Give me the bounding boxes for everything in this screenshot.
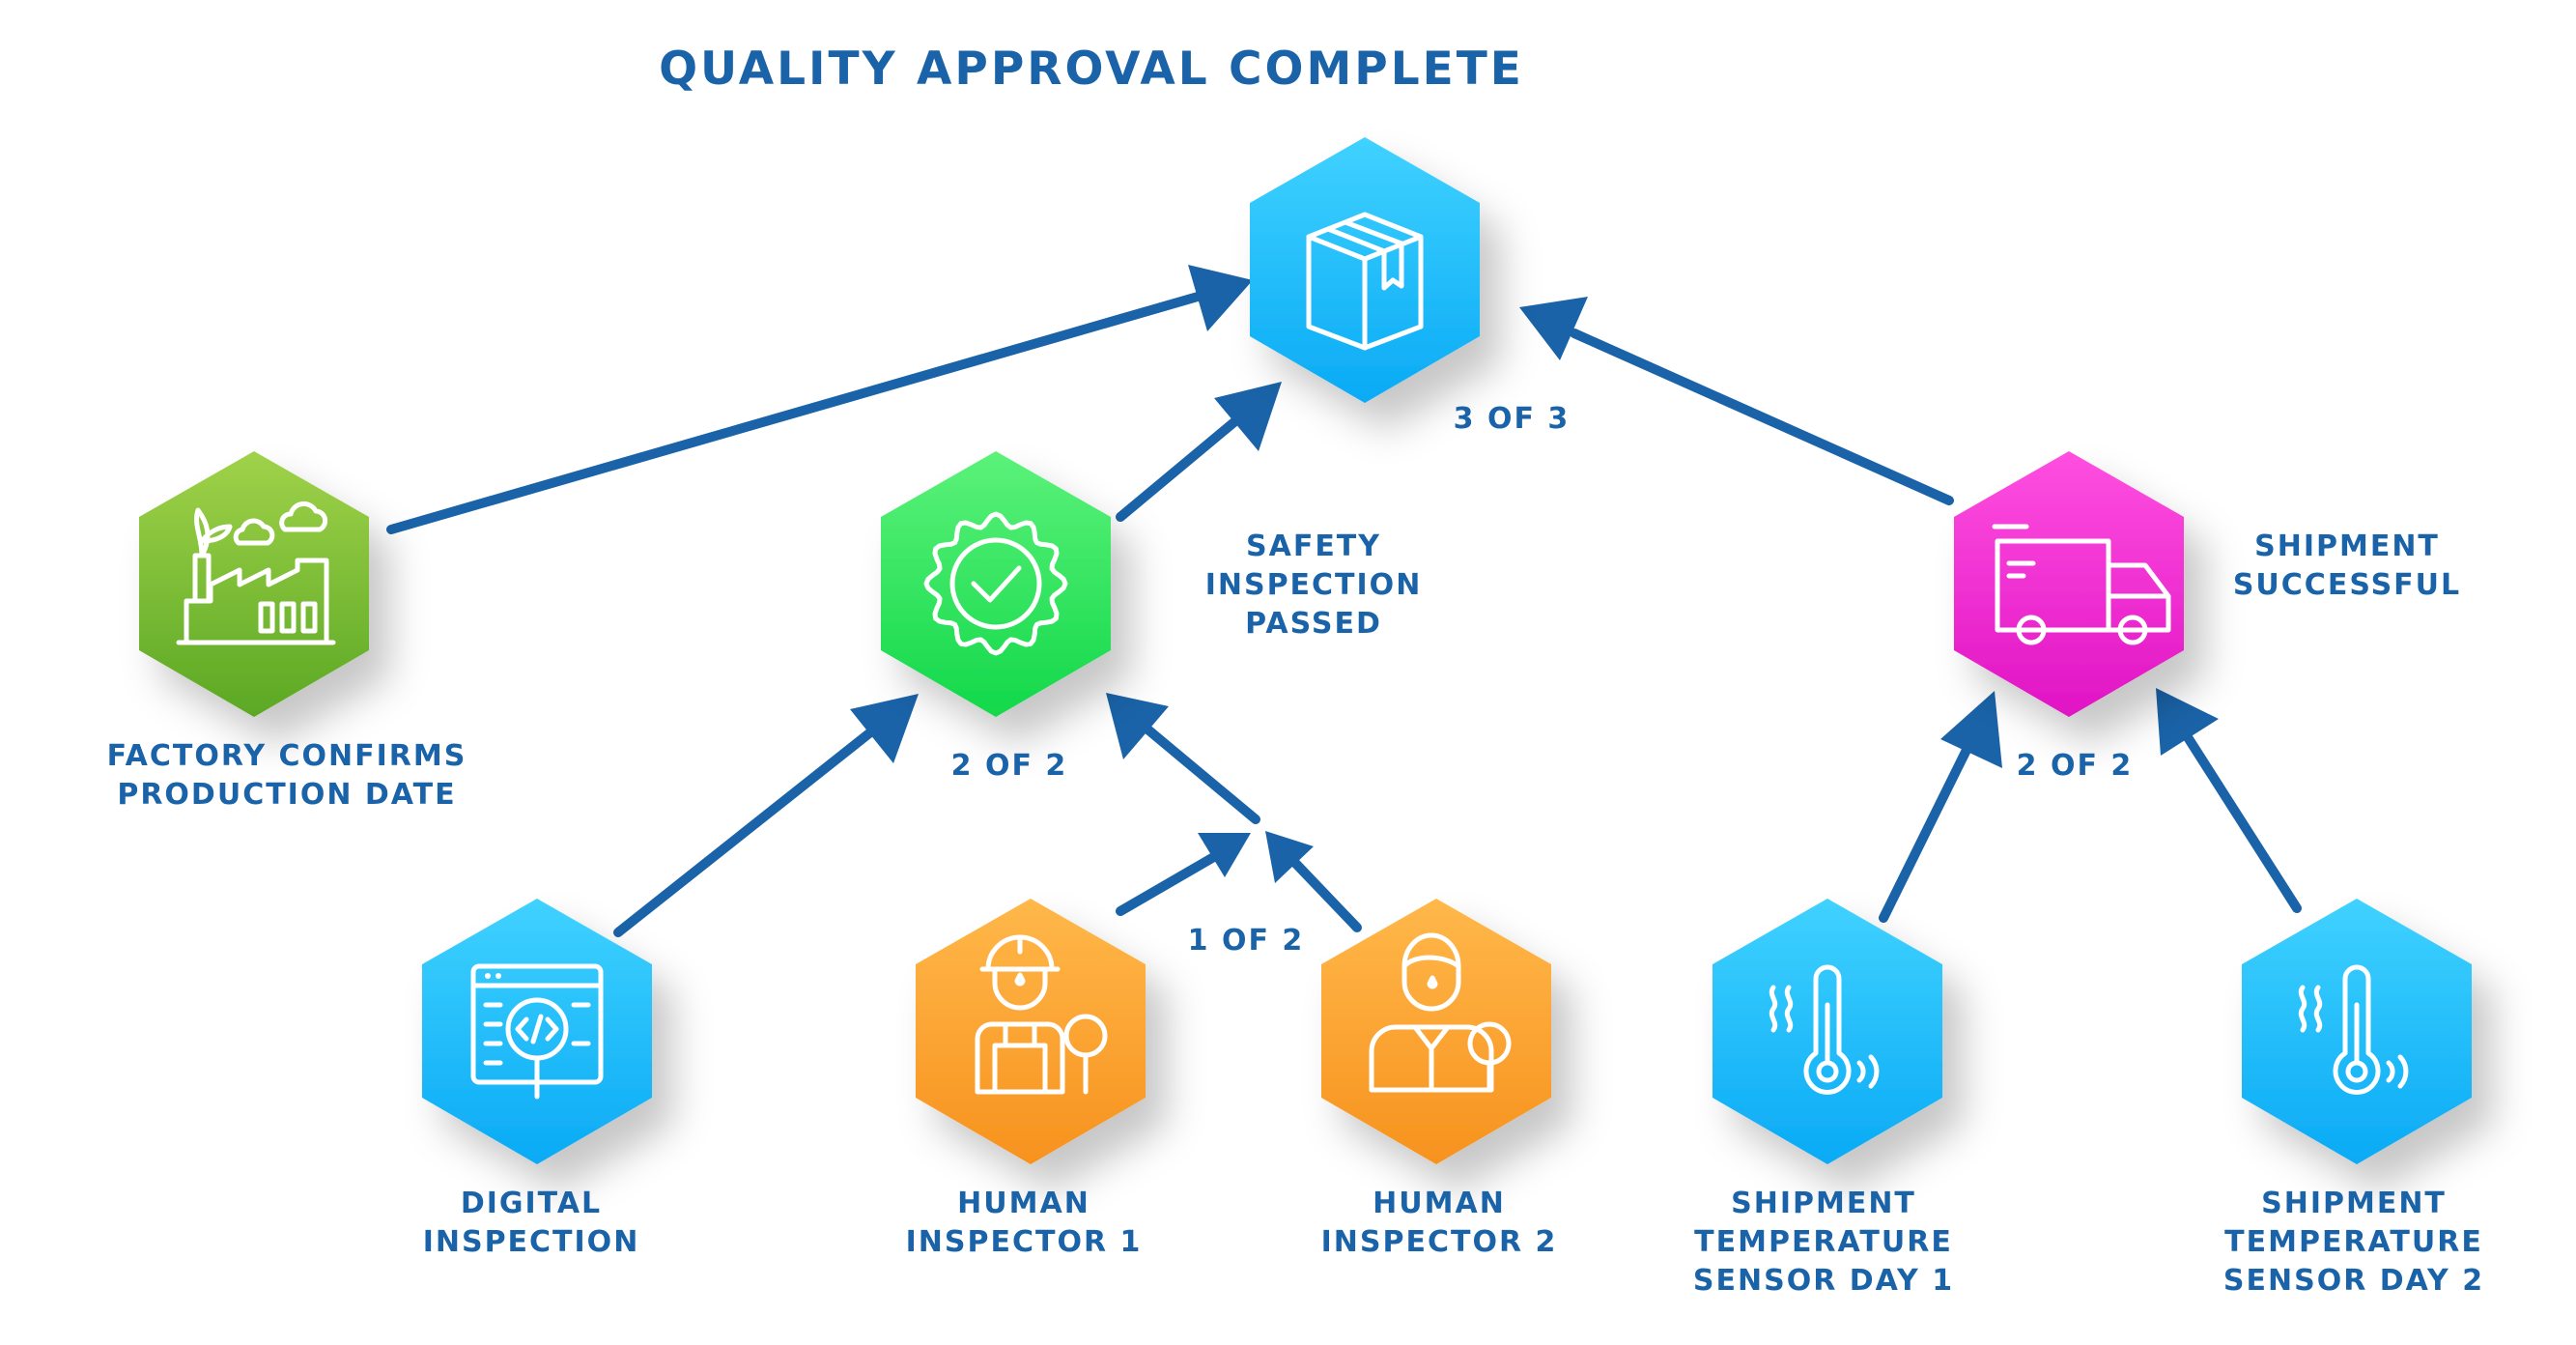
safety-label-line1: SAFETY bbox=[1246, 529, 1381, 563]
shipment-threshold-label: 2 OF 2 bbox=[2017, 749, 2134, 783]
human-inspector-2-node bbox=[1321, 899, 1551, 1164]
delivery-truck-icon bbox=[1992, 524, 2171, 645]
sensor2-label-line1: SHIPMENT bbox=[2261, 1187, 2447, 1220]
connector-arrows bbox=[386, 265, 2302, 937]
thermometer-icon bbox=[2298, 964, 2409, 1095]
approval-badge-icon bbox=[923, 511, 1068, 656]
sensor1-label-line2: TEMPERATURE bbox=[1694, 1225, 1953, 1259]
code-inspection-icon bbox=[470, 963, 604, 1100]
arrow-digital-to-safety bbox=[613, 694, 919, 937]
arrow-factory-to-quality bbox=[386, 265, 1253, 534]
quality-approval-node bbox=[1250, 137, 1480, 403]
digital-label-line1: DIGITAL bbox=[461, 1187, 602, 1220]
digital-inspection-node bbox=[422, 899, 652, 1164]
sensor-day-1-node bbox=[1713, 899, 1942, 1164]
human-threshold-label: 1 OF 2 bbox=[1188, 924, 1305, 958]
digital-label-line2: INSPECTION bbox=[423, 1225, 640, 1259]
arrow-sensor2-to-shipment bbox=[2156, 688, 2302, 913]
factory-node bbox=[139, 451, 369, 717]
safety-label-line3: PASSED bbox=[1245, 607, 1382, 641]
arrow-human2-to-group bbox=[1265, 831, 1362, 932]
sensor-day-2-node bbox=[2242, 899, 2472, 1164]
shipment-label-line2: SUCCESSFUL bbox=[2233, 568, 2461, 602]
safety-inspection-node bbox=[881, 451, 1111, 717]
human1-label-line2: INSPECTOR 1 bbox=[906, 1225, 1143, 1259]
safety-threshold-label: 2 OF 2 bbox=[951, 749, 1068, 783]
arrow-sensor1-to-shipment bbox=[1879, 691, 2002, 923]
arrow-shipment-to-quality bbox=[1519, 297, 1954, 505]
factory-icon bbox=[176, 501, 336, 645]
human2-label-line1: HUMAN bbox=[1373, 1187, 1506, 1220]
human1-label-line1: HUMAN bbox=[957, 1187, 1090, 1220]
factory-label-line2: PRODUCTION DATE bbox=[117, 778, 456, 812]
safety-label-line2: INSPECTION bbox=[1205, 568, 1423, 602]
arrow-humans-to-safety bbox=[1106, 693, 1260, 824]
sensor1-label-line1: SHIPMENT bbox=[1731, 1187, 1916, 1220]
quality-threshold-label: 3 OF 3 bbox=[1454, 402, 1571, 436]
human2-label-line2: INSPECTOR 2 bbox=[1321, 1225, 1558, 1259]
arrow-human1-to-group bbox=[1116, 833, 1251, 916]
package-box-icon bbox=[1306, 212, 1424, 351]
inspector-helmet-icon bbox=[975, 934, 1108, 1095]
inspector-magnifier-icon bbox=[1369, 932, 1512, 1093]
shipment-label-line1: SHIPMENT bbox=[2254, 529, 2440, 563]
sensor2-label-line2: TEMPERATURE bbox=[2224, 1225, 2483, 1259]
factory-label-line1: FACTORY CONFIRMS bbox=[107, 739, 467, 773]
human-inspector-1-node bbox=[916, 899, 1146, 1164]
diagram-title: QUALITY APPROVAL COMPLETE bbox=[659, 43, 1524, 96]
thermometer-icon bbox=[1769, 964, 1880, 1095]
shipment-successful-node bbox=[1954, 451, 2184, 717]
arrow-safety-to-quality bbox=[1116, 382, 1282, 522]
sensor2-label-line3: SENSOR DAY 2 bbox=[2223, 1264, 2484, 1298]
sensor1-label-line3: SENSOR DAY 1 bbox=[1693, 1264, 1954, 1298]
